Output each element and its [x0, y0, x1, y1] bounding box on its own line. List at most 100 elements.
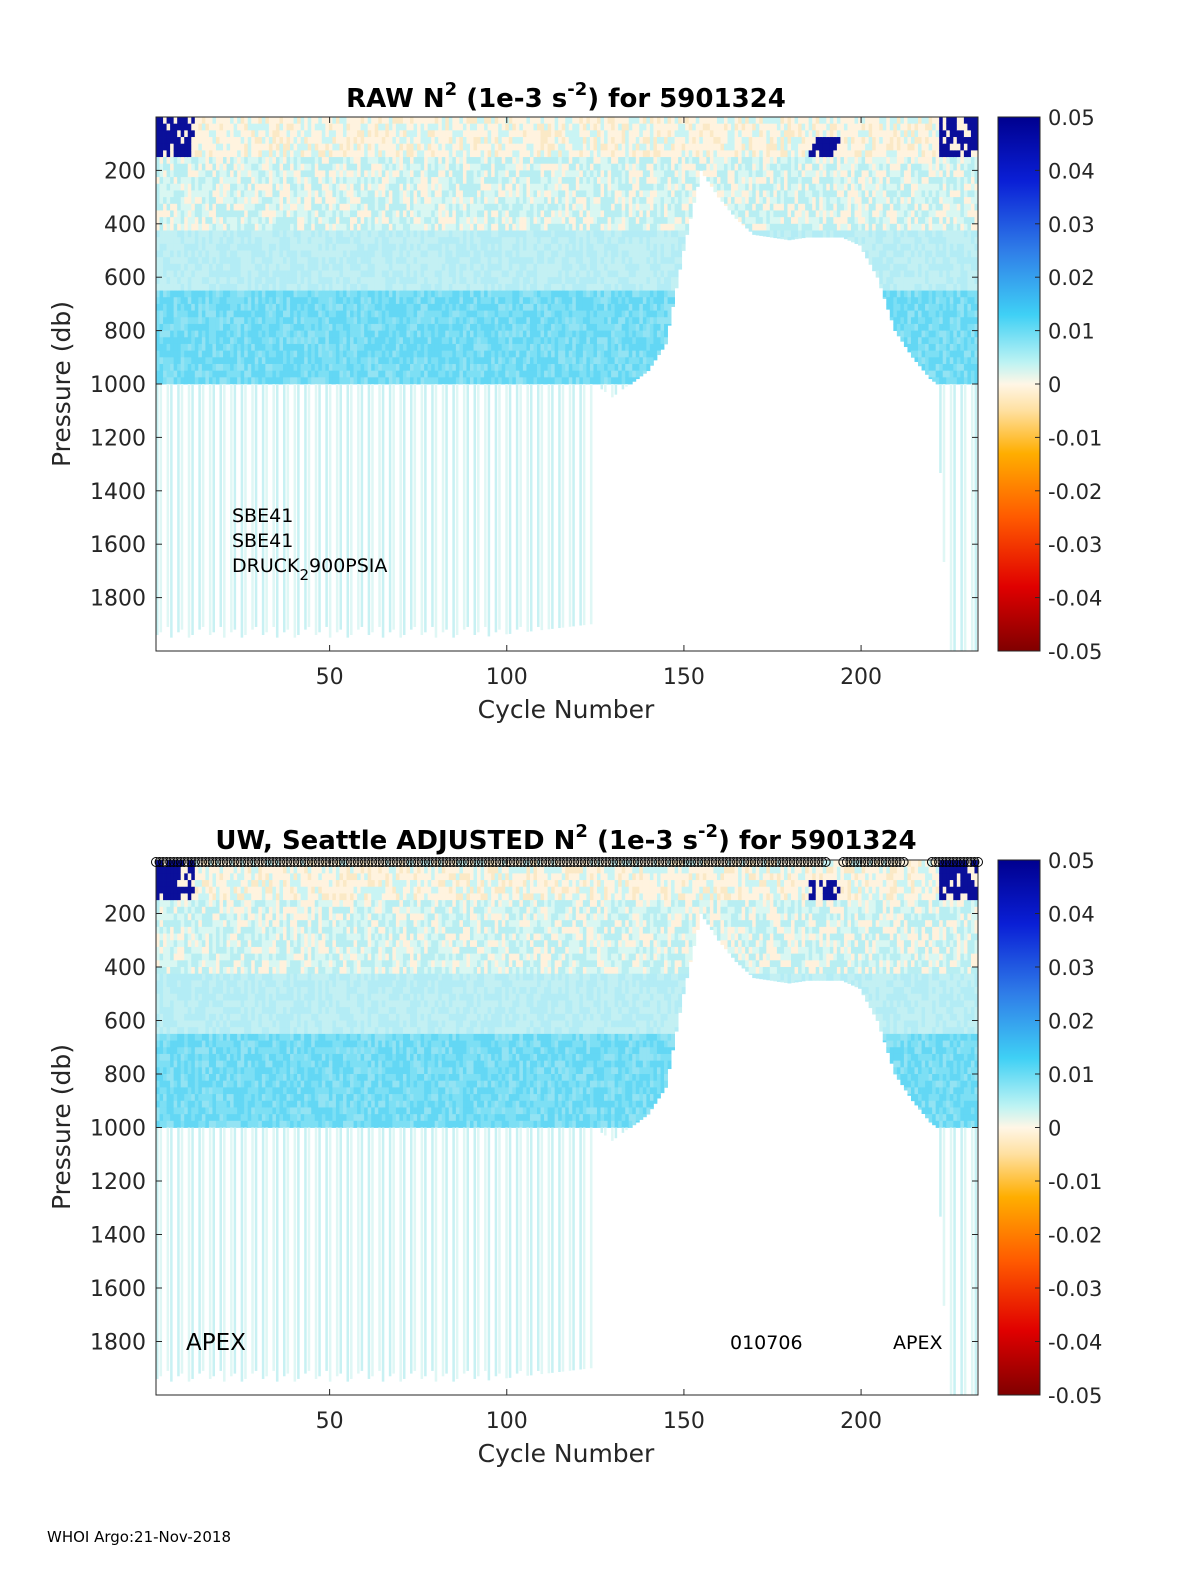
- heatmap-cell: [159, 263, 164, 271]
- deep-profile-strip: [223, 384, 226, 638]
- heatmap-cell: [353, 363, 358, 372]
- heatmap-cell: [438, 237, 443, 245]
- heatmap-cell: [484, 343, 489, 352]
- heatmap-cell: [501, 317, 506, 325]
- heatmap-cell: [586, 270, 591, 278]
- heatmap-cell: [261, 257, 266, 265]
- heatmap-cell: [406, 150, 411, 158]
- heatmap-cell: [484, 317, 489, 325]
- heatmap-cell: [332, 297, 337, 305]
- heatmap-cell: [508, 277, 513, 285]
- heatmap-cell: [487, 163, 492, 171]
- heatmap-cell: [441, 357, 446, 365]
- heatmap-cell: [350, 310, 354, 318]
- heatmap-cell: [417, 277, 421, 285]
- heatmap-cell: [537, 323, 541, 332]
- heatmap-cell: [417, 330, 421, 338]
- heatmap-cell: [452, 117, 457, 125]
- heatmap-cell: [367, 263, 372, 271]
- heatmap-cell: [462, 210, 467, 218]
- heatmap-cell: [240, 197, 245, 205]
- heatmap-cell: [544, 350, 548, 358]
- heatmap-cell: [170, 223, 175, 231]
- heatmap-cell: [258, 137, 263, 145]
- heatmap-cell: [544, 357, 548, 365]
- heatmap-cell: [547, 143, 552, 151]
- heatmap-cell: [434, 257, 439, 265]
- heatmap-cell: [314, 257, 319, 265]
- heatmap-cell: [551, 263, 556, 271]
- heatmap-cell: [392, 203, 397, 211]
- heatmap-cell: [318, 190, 323, 198]
- heatmap-cell: [226, 183, 231, 191]
- heatmap-cell: [342, 283, 347, 291]
- heatmap-cell: [290, 183, 294, 191]
- heatmap-cell: [462, 117, 467, 125]
- heatmap-cell: [261, 117, 266, 125]
- heatmap-cell: [519, 377, 524, 385]
- heatmap-cell: [328, 157, 333, 165]
- heatmap-cell: [434, 310, 439, 318]
- heatmap-cell: [307, 297, 312, 305]
- heatmap-cell: [275, 217, 280, 225]
- heatmap-cell: [297, 137, 302, 145]
- heatmap-cell: [311, 163, 316, 171]
- heatmap-cell: [554, 230, 559, 238]
- heatmap-cell: [254, 350, 259, 358]
- heatmap-cell: [459, 270, 464, 278]
- heatmap-cell: [332, 257, 337, 265]
- heatmap-cell: [445, 263, 450, 271]
- heatmap-cell: [459, 370, 464, 378]
- heatmap-cell: [311, 297, 316, 305]
- heatmap-cell: [159, 143, 164, 151]
- heatmap-cell: [332, 283, 337, 291]
- heatmap-cell: [498, 257, 503, 265]
- heatmap-cell: [201, 343, 206, 352]
- heatmap-cell: [275, 350, 280, 358]
- heatmap-cell: [533, 230, 538, 238]
- heatmap-cell: [247, 303, 252, 311]
- heatmap-cell: [311, 357, 316, 365]
- heatmap-cell: [480, 297, 485, 305]
- heatmap-cell: [247, 350, 252, 358]
- heatmap-cell: [237, 243, 242, 251]
- heatmap-cell: [156, 283, 160, 291]
- heatmap-cell: [364, 150, 369, 158]
- heatmap-cell: [572, 143, 577, 151]
- heatmap-cell: [540, 137, 545, 145]
- heatmap-cell: [508, 230, 513, 238]
- heatmap-cell: [371, 303, 376, 311]
- heatmap-cell: [374, 310, 379, 318]
- heatmap-cell: [212, 350, 217, 358]
- heatmap-cell: [452, 257, 457, 265]
- heatmap-cell: [173, 150, 178, 158]
- heatmap-cell: [166, 130, 171, 138]
- heatmap-cell: [424, 137, 429, 145]
- heatmap-cell: [582, 343, 587, 352]
- heatmap-cell: [448, 217, 453, 225]
- heatmap-cell: [477, 230, 481, 238]
- heatmap-cell: [431, 210, 436, 218]
- heatmap-cell: [561, 363, 566, 372]
- heatmap-cell: [261, 270, 266, 278]
- heatmap-cell: [388, 123, 393, 131]
- heatmap-cell: [558, 370, 563, 378]
- heatmap-cell: [163, 270, 167, 278]
- heatmap-cell: [177, 210, 182, 218]
- heatmap-cell: [318, 250, 323, 258]
- heatmap-cell: [233, 337, 238, 345]
- heatmap-cell: [582, 330, 587, 338]
- heatmap-cell: [491, 283, 496, 291]
- heatmap-cell: [279, 210, 284, 218]
- heatmap-cell: [512, 157, 517, 165]
- heatmap-cell: [230, 237, 235, 245]
- heatmap-cell: [230, 337, 235, 345]
- heatmap-cell: [494, 250, 499, 258]
- heatmap-cell: [293, 310, 298, 318]
- heatmap-cell: [332, 190, 337, 198]
- heatmap-cell: [187, 237, 192, 245]
- heatmap-cell: [258, 263, 263, 271]
- heatmap-cell: [477, 310, 481, 318]
- heatmap-cell: [283, 123, 287, 131]
- heatmap-cell: [177, 357, 182, 365]
